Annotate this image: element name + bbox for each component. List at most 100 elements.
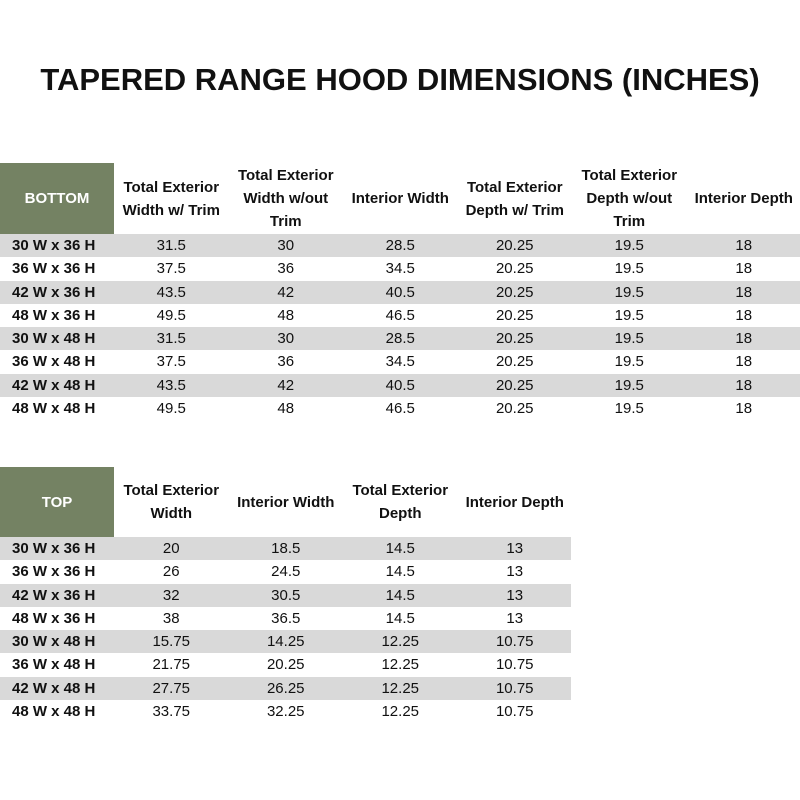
cell-value: 30 bbox=[277, 330, 295, 348]
cell-value: 20.25 bbox=[495, 237, 534, 255]
row-label: 42 W x 48 H bbox=[12, 376, 96, 394]
row-label: 36 W x 48 H bbox=[12, 656, 96, 674]
cell-value: 14.25 bbox=[266, 633, 305, 651]
row-label: 30 W x 48 H bbox=[12, 633, 96, 651]
row-label: 48 W x 36 H bbox=[12, 306, 96, 324]
cell-value: 18.5 bbox=[271, 540, 301, 558]
cell-value: 18 bbox=[735, 376, 753, 394]
cell-value: 32 bbox=[162, 586, 180, 604]
column-header: Interior Depth bbox=[694, 190, 793, 207]
cell-value: 15.75 bbox=[152, 633, 191, 651]
cell-value: 49.5 bbox=[156, 306, 186, 324]
cell-value: 26 bbox=[162, 563, 180, 581]
cell-value: 10.75 bbox=[495, 656, 534, 674]
cell-value: 12.25 bbox=[381, 679, 420, 697]
row-band bbox=[0, 583, 571, 607]
row-band bbox=[0, 676, 571, 700]
cell-value: 48 bbox=[277, 306, 295, 324]
cell-value: 20.25 bbox=[266, 656, 305, 674]
column-header: Interior Width bbox=[351, 190, 449, 207]
cell-value: 40.5 bbox=[385, 376, 415, 394]
cell-value: 10.75 bbox=[495, 633, 534, 651]
cell-value: 18 bbox=[735, 260, 753, 278]
cell-value: 18 bbox=[735, 306, 753, 324]
cell-value: 20.25 bbox=[495, 330, 534, 348]
row-label: 30 W x 36 H bbox=[12, 237, 96, 255]
cell-value: 13 bbox=[506, 609, 524, 627]
cell-value: 31.5 bbox=[156, 330, 186, 348]
cell-value: 24.5 bbox=[271, 563, 301, 581]
row-label: 42 W x 36 H bbox=[12, 283, 96, 301]
row-label: 36 W x 36 H bbox=[12, 563, 96, 581]
cell-value: 14.5 bbox=[385, 540, 415, 558]
cell-value: 42 bbox=[277, 376, 295, 394]
column-header: Total Exterior Width bbox=[123, 482, 220, 522]
cell-value: 26.25 bbox=[266, 679, 305, 697]
cell-value: 20.25 bbox=[495, 399, 534, 417]
cell-value: 19.5 bbox=[614, 353, 644, 371]
cell-value: 34.5 bbox=[385, 260, 415, 278]
column-header: Total Exterior Width w/ Trim bbox=[122, 178, 220, 219]
cell-value: 10.75 bbox=[495, 702, 534, 720]
cell-value: 20.25 bbox=[495, 283, 534, 301]
cell-value: 31.5 bbox=[156, 237, 186, 255]
cell-value: 14.5 bbox=[385, 563, 415, 581]
cell-value: 30 bbox=[277, 237, 295, 255]
row-label: 42 W x 48 H bbox=[12, 679, 96, 697]
cell-value: 46.5 bbox=[385, 399, 415, 417]
cell-value: 20.25 bbox=[495, 260, 534, 278]
column-header: Interior Width bbox=[237, 493, 335, 511]
table-corner-header: TOP bbox=[0, 467, 114, 537]
cell-value: 19.5 bbox=[614, 330, 644, 348]
row-band bbox=[0, 373, 800, 397]
row-band bbox=[0, 280, 800, 304]
row-band bbox=[0, 327, 800, 351]
column-header: Total Exterior Width w/out Trim bbox=[237, 167, 334, 230]
cell-value: 13 bbox=[506, 586, 524, 604]
cell-value: 20 bbox=[162, 540, 180, 558]
row-label: 30 W x 48 H bbox=[12, 330, 96, 348]
cell-value: 37.5 bbox=[156, 353, 186, 371]
row-label: 36 W x 48 H bbox=[12, 353, 96, 371]
cell-value: 30.5 bbox=[271, 586, 301, 604]
cell-value: 13 bbox=[506, 540, 524, 558]
cell-value: 28.5 bbox=[385, 330, 415, 348]
row-band bbox=[0, 234, 800, 258]
cell-value: 20.25 bbox=[495, 376, 534, 394]
cell-value: 18 bbox=[735, 399, 753, 417]
cell-value: 46.5 bbox=[385, 306, 415, 324]
cell-value: 18 bbox=[735, 283, 753, 301]
cell-value: 36.5 bbox=[271, 609, 301, 627]
cell-value: 37.5 bbox=[156, 260, 186, 278]
cell-value: 12.25 bbox=[381, 702, 420, 720]
cell-value: 19.5 bbox=[614, 237, 644, 255]
row-label: 48 W x 48 H bbox=[12, 399, 96, 417]
cell-value: 38 bbox=[162, 609, 180, 627]
cell-value: 10.75 bbox=[495, 679, 534, 697]
cell-value: 19.5 bbox=[614, 399, 644, 417]
column-header: Interior Depth bbox=[465, 493, 564, 511]
row-label: 48 W x 48 H bbox=[12, 702, 96, 720]
cell-value: 32.25 bbox=[266, 702, 305, 720]
cell-value: 36 bbox=[277, 260, 295, 278]
cell-value: 36 bbox=[277, 353, 295, 371]
cell-value: 13 bbox=[506, 563, 524, 581]
cell-value: 14.5 bbox=[385, 586, 415, 604]
table-corner-header: BOTTOM bbox=[0, 163, 114, 234]
cell-value: 18 bbox=[735, 353, 753, 371]
title: TAPERED RANGE HOOD DIMENSIONS (INCHES) bbox=[40, 62, 760, 97]
cell-value: 19.5 bbox=[614, 260, 644, 278]
row-label: 30 W x 36 H bbox=[12, 540, 96, 558]
cell-value: 20.25 bbox=[495, 306, 534, 324]
row-label: 42 W x 36 H bbox=[12, 586, 96, 604]
row-label: 36 W x 36 H bbox=[12, 260, 96, 278]
cell-value: 40.5 bbox=[385, 283, 415, 301]
cell-value: 34.5 bbox=[385, 353, 415, 371]
cell-value: 12.25 bbox=[381, 656, 420, 674]
cell-value: 12.25 bbox=[381, 633, 420, 651]
cell-value: 28.5 bbox=[385, 237, 415, 255]
cell-value: 20.25 bbox=[495, 353, 534, 371]
column-header: Total Exterior Depth w/out Trim bbox=[581, 167, 678, 230]
cell-value: 27.75 bbox=[152, 679, 191, 697]
column-header: Total Exterior Depth bbox=[352, 482, 449, 522]
